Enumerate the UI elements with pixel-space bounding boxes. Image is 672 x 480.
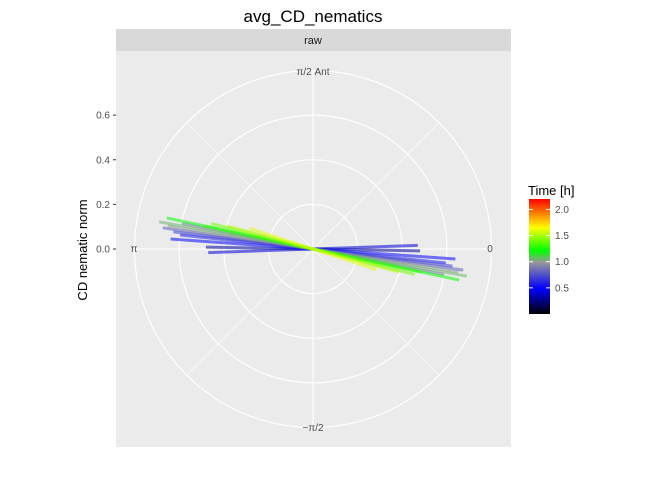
nematic-segment-14 [248, 226, 378, 272]
legend-title: Time [h] [528, 183, 574, 198]
chart-title: avg_CD_nematics [244, 7, 383, 26]
angle-label-right: 0 [487, 244, 493, 255]
y-axis-ticks: 0.0 0.2 0.4 0.6 [96, 111, 116, 256]
angle-label-top: π/2 Ant [296, 67, 329, 78]
y-tick-label-1: 0.2 [96, 200, 110, 211]
nematic-segments [158, 216, 468, 282]
facet-strip-label: raw [304, 35, 322, 47]
y-axis-label: CD nematic norm [75, 199, 90, 300]
legend-colorbar [529, 199, 550, 314]
facet-strip [116, 29, 511, 51]
legend-tick-label-3: 2.0 [555, 205, 569, 216]
legend-tick-label-0: 0.5 [555, 283, 569, 294]
angle-label-left: π [131, 244, 138, 255]
y-tick-label-2: 0.4 [96, 155, 110, 166]
legend-tick-label-1: 1.0 [555, 257, 569, 268]
y-tick-label-3: 0.6 [96, 111, 110, 122]
y-tick-label-0: 0.0 [96, 245, 110, 256]
grid-spoke-45 [312, 122, 440, 250]
legend-ticks: 0.5 1.0 1.5 2.0 [529, 205, 569, 294]
grid-spoke-135 [186, 122, 314, 250]
angle-label-bottom: −π/2 [302, 423, 324, 434]
grid-spoke-225 [186, 248, 314, 376]
grid-spoke-315 [312, 248, 440, 376]
legend-tick-label-2: 1.5 [555, 231, 569, 242]
